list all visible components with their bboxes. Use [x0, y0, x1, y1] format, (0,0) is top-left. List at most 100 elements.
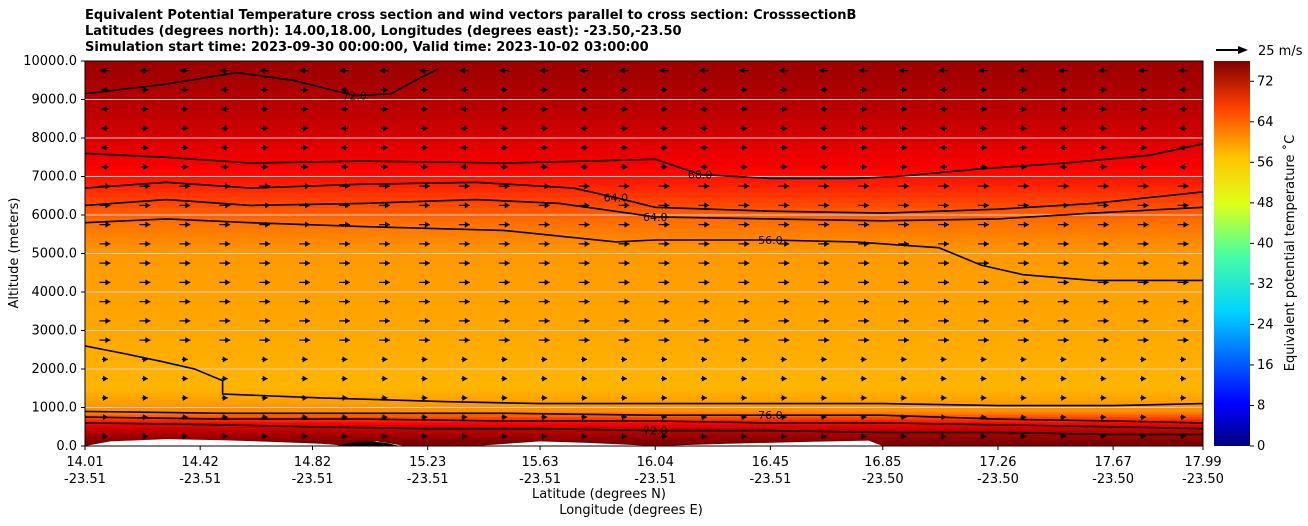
wind-vector-head	[1018, 67, 1024, 74]
wind-vector-head	[225, 337, 231, 344]
wind-vector-head	[180, 67, 186, 74]
wind-vector-head	[382, 125, 388, 132]
wind-vector-head	[820, 125, 826, 132]
contour-line	[85, 422, 1203, 436]
wind-vector-head	[1023, 317, 1029, 324]
field-band	[85, 349, 1203, 360]
wind-vectors	[99, 67, 1189, 440]
wind-vector-head	[102, 356, 108, 363]
wind-vector-head	[544, 240, 550, 247]
wind-vector-head	[1021, 86, 1027, 93]
wind-vector-head	[1101, 144, 1107, 151]
wind-vector-head	[260, 67, 266, 74]
wind-vector-head	[263, 163, 269, 170]
wind-vector-head	[225, 202, 231, 209]
wind-vector-head	[105, 221, 111, 228]
wind-vector-head	[899, 67, 905, 74]
x-tick-label-lat: 16.85	[864, 455, 901, 470]
wind-vector-head	[580, 125, 586, 132]
wind-vector-head	[1021, 125, 1027, 132]
field-band	[85, 248, 1203, 255]
wind-vector-head	[221, 125, 227, 132]
wind-vector-head	[1179, 144, 1185, 151]
colorbar-tick-label: 72	[1257, 74, 1274, 89]
wind-vector-head	[101, 86, 107, 93]
wind-vector-head	[622, 144, 628, 151]
wind-vector-head	[662, 163, 668, 170]
x-tick-label-lon: -23.51	[292, 472, 334, 487]
wind-vector-head	[1179, 86, 1185, 93]
wind-vector-head	[142, 356, 148, 363]
wind-vector-head	[664, 260, 670, 267]
wind-vector-head	[464, 260, 470, 267]
wind-vector-head	[341, 144, 347, 151]
wind-vector-head	[861, 356, 867, 363]
wind-vector-head	[460, 125, 466, 132]
wind-vector-head	[464, 240, 470, 247]
wind-vector-head	[140, 67, 146, 74]
wind-vector-head	[1059, 86, 1065, 93]
wind-vector-head	[542, 106, 548, 113]
wind-vector-head	[744, 317, 750, 324]
wind-vector-head	[185, 183, 191, 190]
wind-vector-head	[862, 125, 868, 132]
wind-vector-head	[1179, 163, 1185, 170]
wind-vector-head	[744, 337, 750, 344]
field-band	[85, 126, 1203, 135]
y-tick-label: 8000.0	[32, 131, 78, 146]
wind-vector-head	[904, 202, 910, 209]
wind-vector-head	[779, 67, 785, 74]
wind-vector-head	[222, 433, 228, 440]
wind-vector-head	[782, 125, 788, 132]
wind-vector-head	[584, 337, 590, 344]
wind-vector-head	[182, 433, 188, 440]
wind-vector-head	[504, 221, 510, 228]
wind-vector-head	[901, 414, 907, 421]
contour-label: 64.0	[643, 211, 668, 224]
wind-vector-head	[704, 183, 710, 190]
wind-vector-head	[422, 144, 428, 151]
y-tick-label: 0.0	[56, 439, 77, 454]
wind-vector-head	[704, 298, 710, 305]
wind-vector-head	[105, 240, 111, 247]
contour-label: 76.0	[758, 409, 783, 422]
wind-vector-head	[704, 279, 710, 286]
wind-vector-head	[384, 298, 390, 305]
wind-vector-head	[302, 375, 308, 382]
wind-vector-head	[862, 163, 868, 170]
wind-vector-head	[422, 356, 428, 363]
wind-vector-head	[142, 414, 148, 421]
wind-vector-head	[983, 221, 989, 228]
wind-vector-head	[424, 279, 430, 286]
wind-vector-head	[584, 240, 590, 247]
wind-vector-head	[384, 279, 390, 286]
wind-vector-head	[861, 433, 867, 440]
wind-vector-head	[459, 67, 465, 74]
field-band	[85, 392, 1203, 397]
wind-vector-head	[101, 125, 107, 132]
wind-vector-head	[341, 106, 347, 113]
wind-vector-head	[983, 298, 989, 305]
field-band	[85, 243, 1203, 249]
y-tick-label: 10000.0	[23, 54, 77, 69]
wind-vector-head	[542, 414, 548, 421]
wind-vector-head	[1103, 183, 1109, 190]
wind-vector-head	[983, 240, 989, 247]
wind-vector-head	[744, 279, 750, 286]
wind-vector-head	[143, 144, 149, 151]
field-band	[85, 416, 1203, 420]
wind-vector-head	[1058, 67, 1064, 74]
wind-vector-head	[943, 240, 949, 247]
wind-vector-head	[784, 337, 790, 344]
wind-vector-head	[939, 106, 945, 113]
wind-vector-head	[943, 337, 949, 344]
wind-vector-head	[1023, 183, 1029, 190]
field-band	[85, 197, 1203, 203]
wind-vector-head	[1103, 260, 1109, 267]
field-band	[85, 403, 1203, 409]
wind-vector-head	[1063, 202, 1069, 209]
wind-vector-head	[619, 67, 625, 74]
colorbar-tick-label: 32	[1257, 277, 1274, 292]
wind-vector-head	[102, 375, 108, 382]
wind-vector-head	[422, 414, 428, 421]
